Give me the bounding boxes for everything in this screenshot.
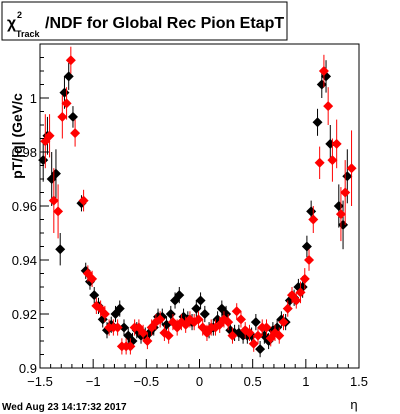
data-point: [114, 303, 125, 314]
data-point: [191, 303, 202, 314]
data-point: [255, 344, 266, 355]
y-tick-label: 1: [30, 91, 37, 106]
data-point: [227, 330, 238, 341]
data-point: [312, 117, 323, 128]
data-point: [119, 322, 130, 333]
y-tick-label: 0.92: [12, 307, 37, 322]
data-point: [53, 206, 64, 217]
x-tick-label: −1: [86, 374, 101, 389]
title-superscript: 2: [17, 10, 22, 20]
data-point: [67, 111, 78, 122]
timestamp: Wed Aug 23 14:17:32 2017: [2, 402, 127, 413]
title-subscript: Track: [16, 29, 41, 39]
data-point: [138, 327, 149, 338]
data-point: [142, 336, 153, 346]
title-chi: χ: [7, 15, 17, 32]
data-marks: [38, 46, 357, 358]
data-point: [291, 295, 302, 306]
data-point: [89, 290, 100, 301]
data-point: [244, 327, 255, 338]
data-point: [274, 330, 285, 341]
data-point: [48, 195, 59, 206]
data-point: [78, 195, 89, 206]
data-point: [278, 317, 289, 328]
x-tick-label: −1.5: [27, 374, 53, 389]
data-point: [163, 330, 174, 341]
data-point: [195, 295, 206, 306]
data-point: [87, 273, 98, 284]
data-point: [252, 330, 263, 341]
data-point: [314, 157, 325, 168]
x-tick-label: −0.5: [133, 374, 159, 389]
data-point: [304, 255, 315, 265]
y-tick-label: 0.96: [12, 199, 37, 214]
title-box: [1, 1, 288, 41]
data-point: [55, 244, 66, 255]
data-point: [331, 138, 342, 149]
data-point: [61, 98, 72, 109]
x-axis-title: η: [350, 397, 357, 412]
data-point: [193, 314, 204, 325]
data-point: [70, 128, 81, 139]
data-point: [327, 155, 338, 166]
data-point: [174, 290, 185, 301]
axis-ticks: −1.5 −1 −0.5 0 0.5 1 1.5 0.9 0.92 0.94 0.96 0.98 1: [12, 57, 368, 389]
y-tick-label: 0.94: [12, 253, 37, 268]
data-point: [301, 241, 312, 252]
data-point: [199, 309, 210, 319]
data-point: [57, 111, 68, 122]
data-point: [299, 273, 310, 284]
data-point: [261, 322, 272, 333]
data-point: [155, 314, 166, 325]
x-tick-label: 0.5: [244, 374, 262, 389]
data-point: [335, 209, 346, 220]
data-point: [112, 322, 123, 333]
data-point: [346, 163, 357, 174]
data-point: [323, 101, 334, 112]
y-tick-label: 0.98: [12, 145, 37, 160]
title-rest: /NDF for Global Rec Pion EtapT: [45, 15, 284, 32]
y-axis-title: pT/|q| (GeV/c: [9, 93, 25, 179]
data-point: [99, 309, 110, 319]
data-point: [295, 287, 306, 298]
x-tick-label: 0: [196, 374, 203, 389]
data-point: [318, 66, 329, 76]
data-point: [250, 317, 261, 328]
data-point: [65, 55, 76, 66]
data-point: [44, 130, 55, 141]
data-point: [282, 303, 293, 314]
x-tick-label: 1.5: [350, 374, 368, 389]
data-point: [127, 336, 138, 346]
data-point: [125, 341, 136, 352]
data-point: [308, 214, 319, 225]
data-point: [340, 187, 351, 198]
data-point: [248, 338, 259, 349]
x-tick-label: 1: [302, 374, 309, 389]
data-point: [235, 314, 246, 325]
y-tick-label: 0.9: [19, 361, 37, 376]
series-red: [40, 46, 357, 355]
data-point: [231, 306, 242, 317]
data-point: [223, 317, 234, 328]
data-point: [63, 71, 74, 82]
